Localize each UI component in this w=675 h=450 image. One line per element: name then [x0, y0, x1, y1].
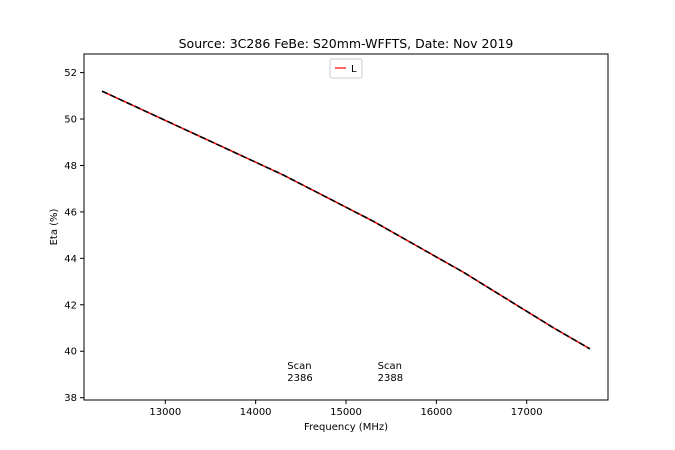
y-axis-label: Eta (%) — [49, 208, 60, 245]
scan-annotation-label: Scan — [287, 361, 311, 372]
chart-title: Source: 3C286 FeBe: S20mm-WFFTS, Date: N… — [179, 36, 514, 51]
scan-annotation-number: 2388 — [378, 373, 403, 384]
plot-frame — [83, 53, 609, 401]
y-axis: 38 40 42 44 46 48 50 52 — [64, 68, 84, 404]
x-tick-label: 17000 — [511, 407, 543, 418]
x-axis-label: Frequency (MHz) — [304, 422, 388, 433]
legend-label-l: L — [351, 64, 357, 75]
scan-annotation-label: Scan — [378, 361, 402, 372]
x-tick-label: 15000 — [330, 407, 362, 418]
series-line-l — [101, 90, 591, 350]
y-tick-label: 46 — [64, 207, 77, 218]
y-tick-label: 52 — [64, 68, 77, 79]
plot-area: 13000 14000 15000 16000 17000 38 40 42 44 46 48 50… — [64, 53, 609, 418]
x-tick-label: 16000 — [420, 407, 452, 418]
x-tick-label: 14000 — [240, 407, 272, 418]
series-line-dashed — [101, 90, 591, 350]
y-tick-label: 38 — [64, 393, 77, 404]
x-axis: 13000 14000 15000 16000 17000 — [149, 400, 543, 418]
y-tick-label: 40 — [64, 347, 77, 358]
x-tick-label: 13000 — [149, 407, 181, 418]
y-tick-label: 44 — [64, 254, 77, 265]
y-tick-label: 50 — [64, 115, 77, 126]
y-tick-label: 42 — [64, 300, 77, 311]
legend: L — [329, 58, 363, 79]
y-tick-label: 48 — [64, 161, 77, 172]
scan-annotation-number: 2386 — [287, 373, 312, 384]
series-layer — [101, 90, 591, 350]
